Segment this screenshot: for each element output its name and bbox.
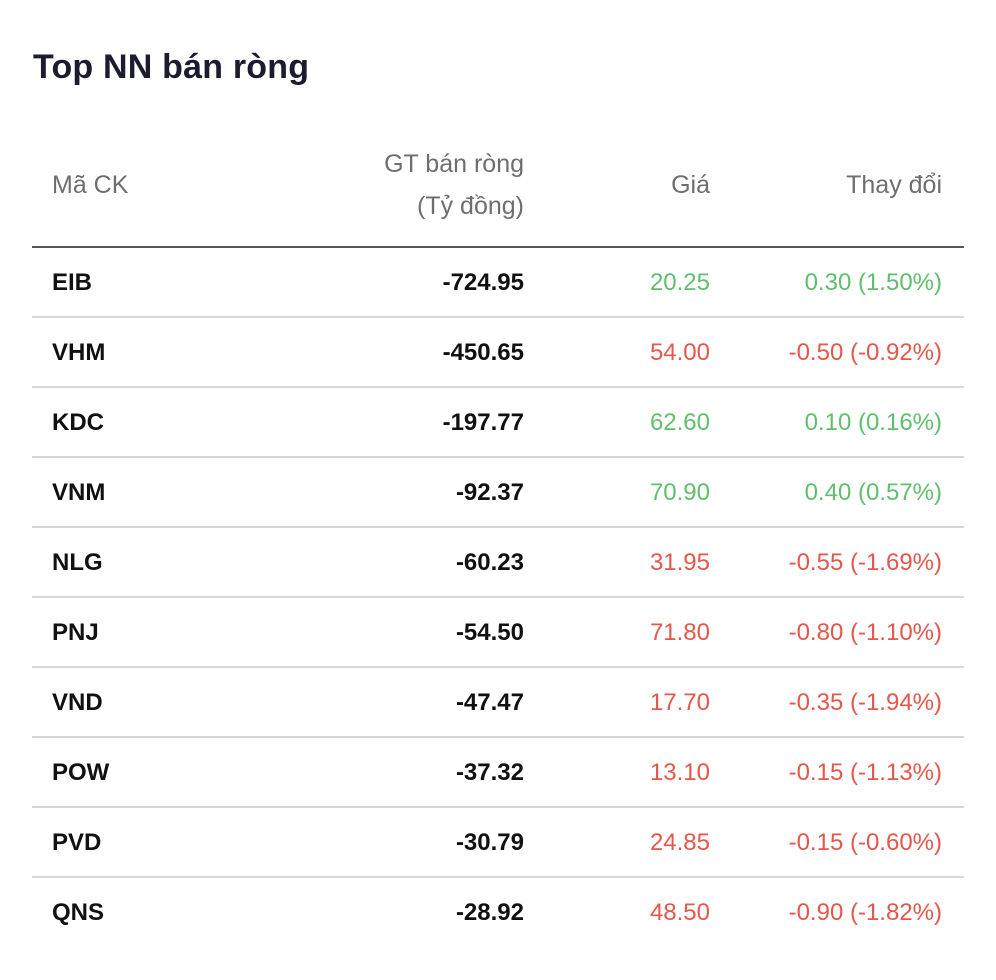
net-sell-value: -30.79 bbox=[455, 829, 524, 856]
table-row[interactable]: KDC -197.77 62.60 0.10 (0.16%) bbox=[32, 388, 964, 458]
net-sell-value: -28.92 bbox=[455, 899, 524, 926]
table-row[interactable]: POW -37.32 13.10 -0.15 (-1.13%) bbox=[32, 738, 964, 808]
change-value: 0.30 (1.50%) bbox=[804, 269, 942, 296]
stock-code[interactable]: PNJ bbox=[52, 619, 99, 646]
net-sell-value: -47.47 bbox=[455, 689, 524, 716]
stock-code[interactable]: PVD bbox=[52, 829, 102, 856]
net-sell-value: -197.77 bbox=[442, 409, 524, 436]
stock-code[interactable]: POW bbox=[52, 759, 110, 786]
price-value: 20.25 bbox=[649, 269, 710, 296]
net-sell-value: -92.37 bbox=[455, 479, 524, 506]
stock-code[interactable]: EIB bbox=[52, 269, 93, 296]
stock-code[interactable]: VND bbox=[52, 689, 103, 716]
price-value: 31.95 bbox=[649, 549, 710, 576]
change-value: 0.10 (0.16%) bbox=[804, 409, 942, 436]
table-row[interactable]: QNS -28.92 48.50 -0.90 (-1.82%) bbox=[32, 878, 964, 948]
price-value: 62.60 bbox=[649, 409, 710, 436]
stock-code[interactable]: QNS bbox=[52, 899, 105, 926]
table-row[interactable]: VHM -450.65 54.00 -0.50 (-0.92%) bbox=[32, 318, 964, 388]
change-value: -0.15 (-1.13%) bbox=[788, 759, 942, 786]
table-row[interactable]: PVD -30.79 24.85 -0.15 (-0.60%) bbox=[32, 808, 964, 878]
header-value-line1: GT bán ròng bbox=[384, 150, 524, 178]
change-value: -0.15 (-0.60%) bbox=[788, 829, 942, 856]
stock-code[interactable]: VNM bbox=[52, 479, 106, 506]
header-value-line2: (Tỷ đồng) bbox=[417, 192, 524, 220]
header-change[interactable]: Thay đổi bbox=[846, 171, 942, 199]
change-value: -0.35 (-1.94%) bbox=[788, 689, 942, 716]
change-value: -0.50 (-0.92%) bbox=[788, 339, 942, 366]
change-value: -0.90 (-1.82%) bbox=[788, 899, 942, 926]
change-value: -0.80 (-1.10%) bbox=[788, 619, 942, 646]
change-value: 0.40 (0.57%) bbox=[804, 479, 942, 506]
header-price[interactable]: Giá bbox=[671, 171, 710, 199]
price-value: 54.00 bbox=[649, 339, 710, 366]
table-row[interactable]: VND -47.47 17.70 -0.35 (-1.94%) bbox=[32, 668, 964, 738]
price-value: 71.80 bbox=[649, 619, 710, 646]
net-sell-value: -450.65 bbox=[442, 339, 524, 366]
net-sell-value: -37.32 bbox=[455, 759, 524, 786]
price-value: 48.50 bbox=[649, 899, 710, 926]
table-header: Mã CK GT bán ròng (Tỷ đồng) Giá Thay đổi bbox=[32, 138, 964, 248]
stock-code[interactable]: VHM bbox=[52, 339, 106, 366]
net-sell-value: -60.23 bbox=[455, 549, 524, 576]
table-body: EIB -724.95 20.25 0.30 (1.50%) VHM -450.… bbox=[32, 248, 964, 948]
net-sell-value: -724.95 bbox=[442, 269, 524, 296]
table-row[interactable]: PNJ -54.50 71.80 -0.80 (-1.10%) bbox=[32, 598, 964, 668]
table-row[interactable]: NLG -60.23 31.95 -0.55 (-1.69%) bbox=[32, 528, 964, 598]
net-sell-table: Mã CK GT bán ròng (Tỷ đồng) Giá Thay đổi… bbox=[32, 138, 964, 948]
price-value: 17.70 bbox=[649, 689, 710, 716]
price-value: 70.90 bbox=[649, 479, 710, 506]
stock-code[interactable]: KDC bbox=[52, 409, 104, 436]
card-title: Top NN bán ròng bbox=[33, 48, 310, 86]
change-value: -0.55 (-1.69%) bbox=[788, 549, 942, 576]
header-net-sell-value[interactable]: GT bán ròng (Tỷ đồng) bbox=[384, 143, 524, 227]
table-row[interactable]: VNM -92.37 70.90 0.40 (0.57%) bbox=[32, 458, 964, 528]
net-sell-value: -54.50 bbox=[455, 619, 524, 646]
header-code[interactable]: Mã CK bbox=[52, 171, 129, 199]
price-value: 24.85 bbox=[649, 829, 710, 856]
stock-code[interactable]: NLG bbox=[52, 549, 103, 576]
price-value: 13.10 bbox=[649, 759, 710, 786]
table-row[interactable]: EIB -724.95 20.25 0.30 (1.50%) bbox=[32, 248, 964, 318]
